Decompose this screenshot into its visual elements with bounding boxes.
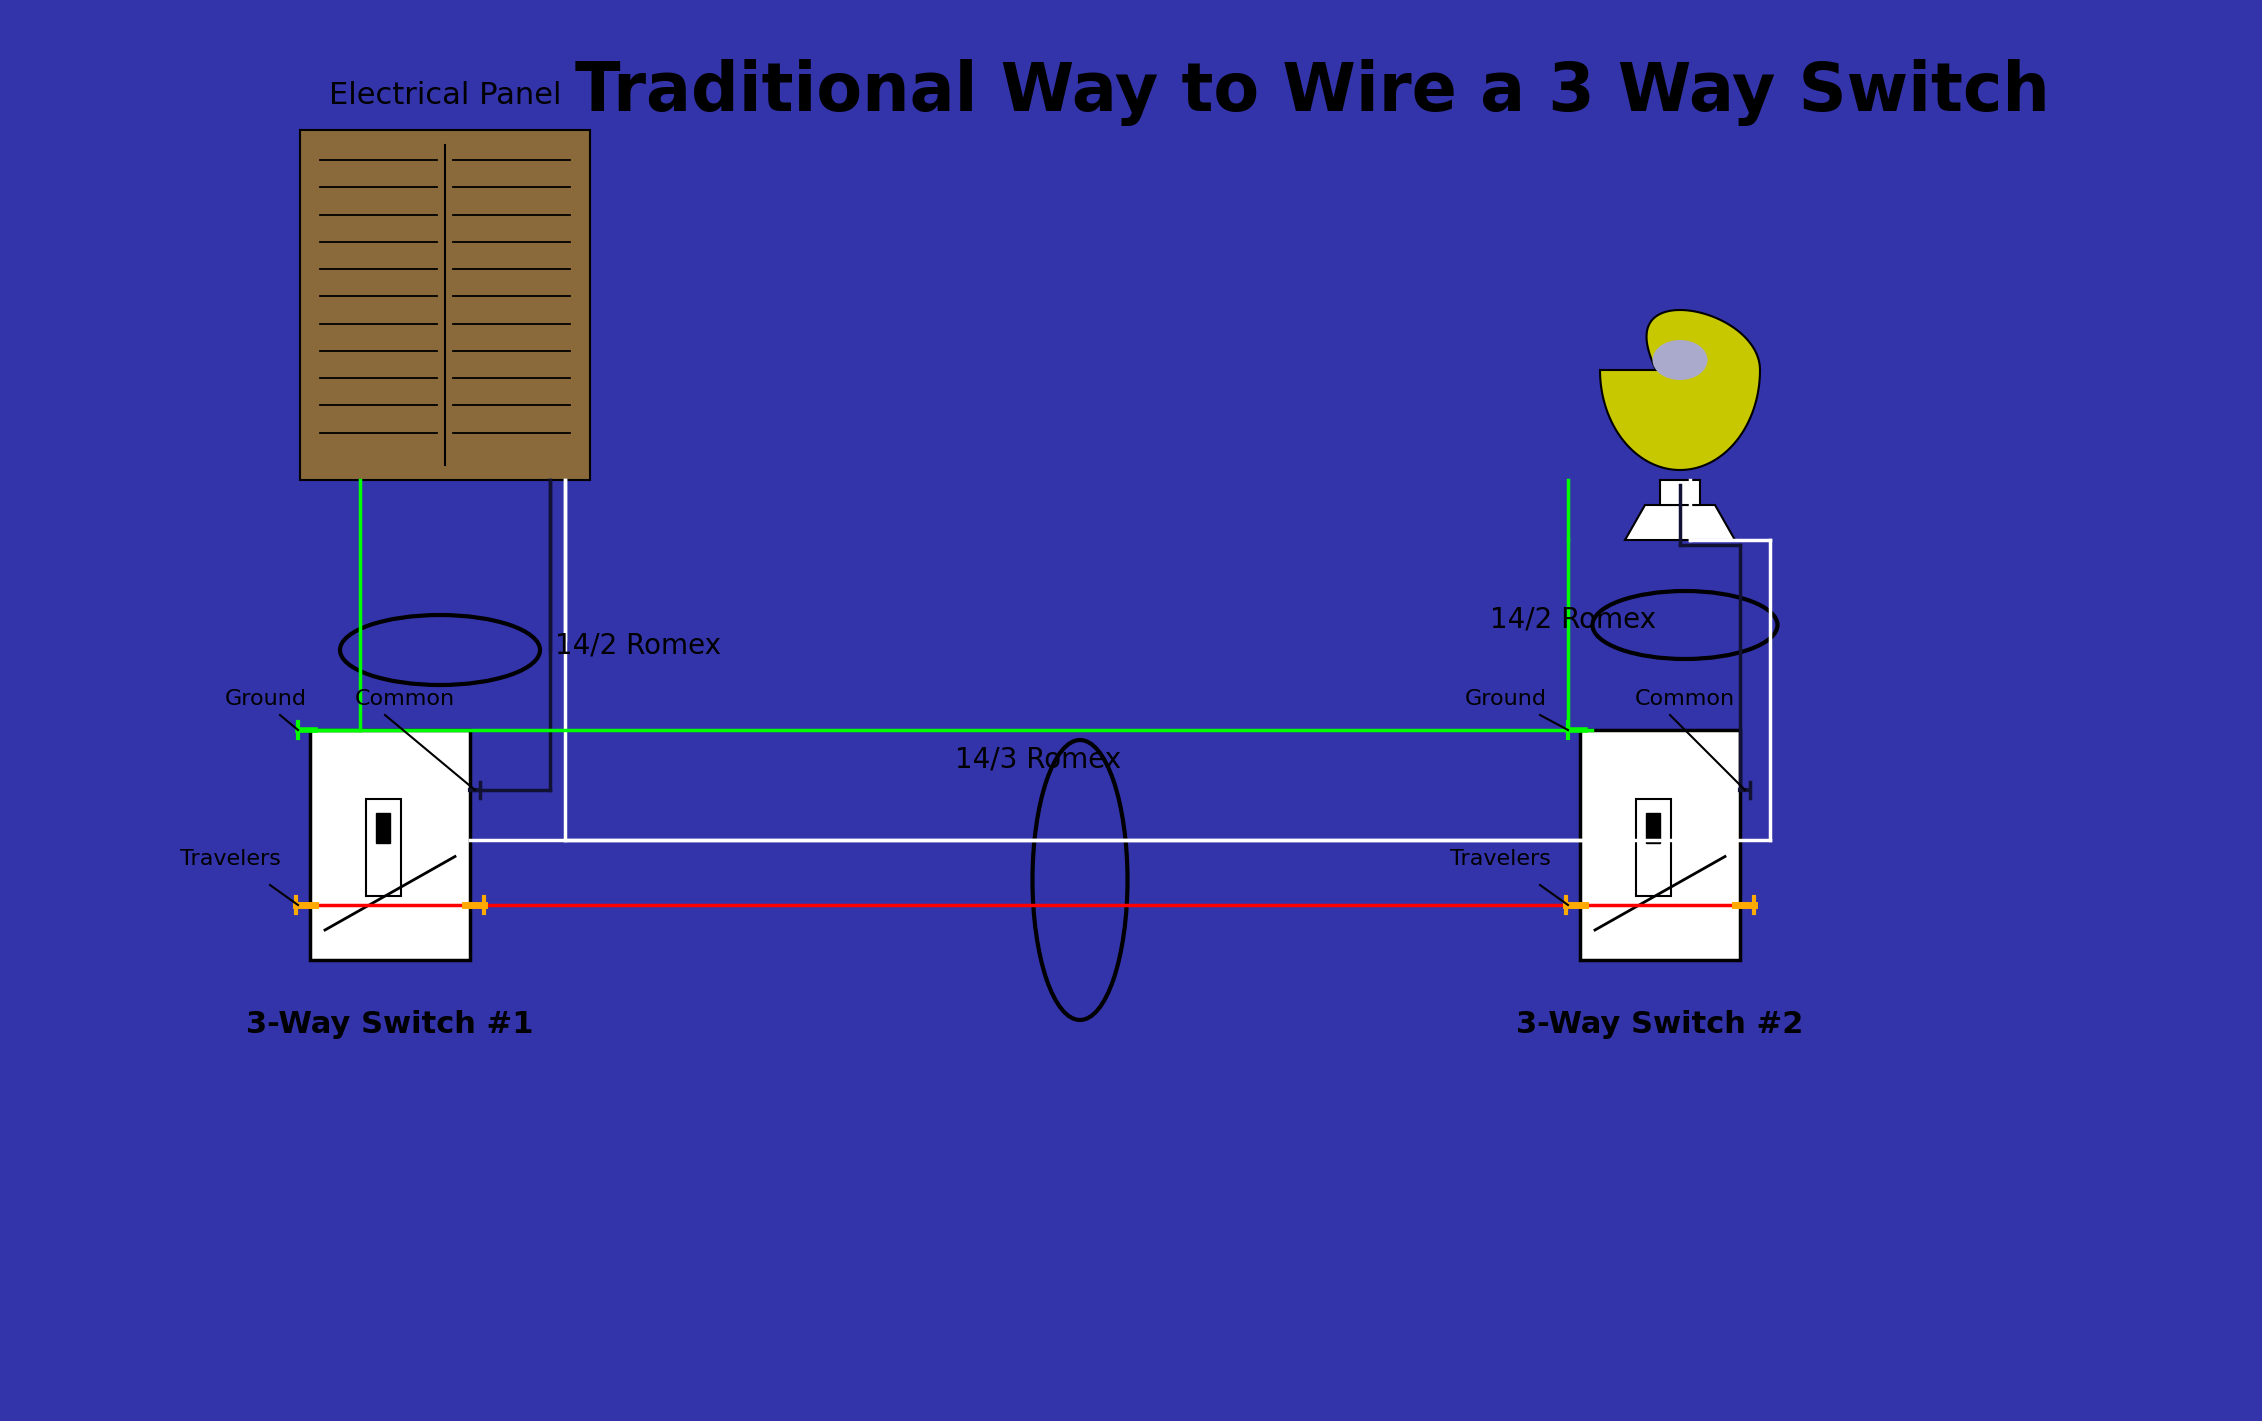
Bar [366, 799, 400, 895]
Bar [1579, 730, 1739, 961]
Bar [310, 730, 470, 961]
Text: Common: Common [355, 689, 455, 709]
Text: 14/2 Romex: 14/2 Romex [554, 631, 722, 659]
Text: Travelers: Travelers [1450, 848, 1552, 870]
Text: 14/3 Romex: 14/3 Romex [955, 746, 1122, 774]
Text: Ground: Ground [1466, 689, 1547, 709]
Polygon shape [1624, 504, 1735, 540]
Text: Traditional Way to Wire a 3 Way Switch: Traditional Way to Wire a 3 Way Switch [575, 58, 2049, 126]
Bar [301, 129, 590, 480]
Bar [1635, 799, 1672, 895]
Bar [1644, 813, 1660, 843]
Text: 3-Way Switch #1: 3-Way Switch #1 [247, 1010, 534, 1039]
Text: Travelers: Travelers [181, 848, 280, 870]
Text: Ground: Ground [224, 689, 308, 709]
Polygon shape [1599, 310, 1760, 470]
Ellipse shape [1654, 340, 1708, 379]
Text: 14/2 Romex: 14/2 Romex [1491, 605, 1656, 634]
Text: Common: Common [1635, 689, 1735, 709]
Text: 3-Way Switch #2: 3-Way Switch #2 [1516, 1010, 1803, 1039]
Bar [1660, 480, 1701, 504]
Text: Electrical Panel: Electrical Panel [328, 81, 561, 109]
Bar [375, 813, 389, 843]
